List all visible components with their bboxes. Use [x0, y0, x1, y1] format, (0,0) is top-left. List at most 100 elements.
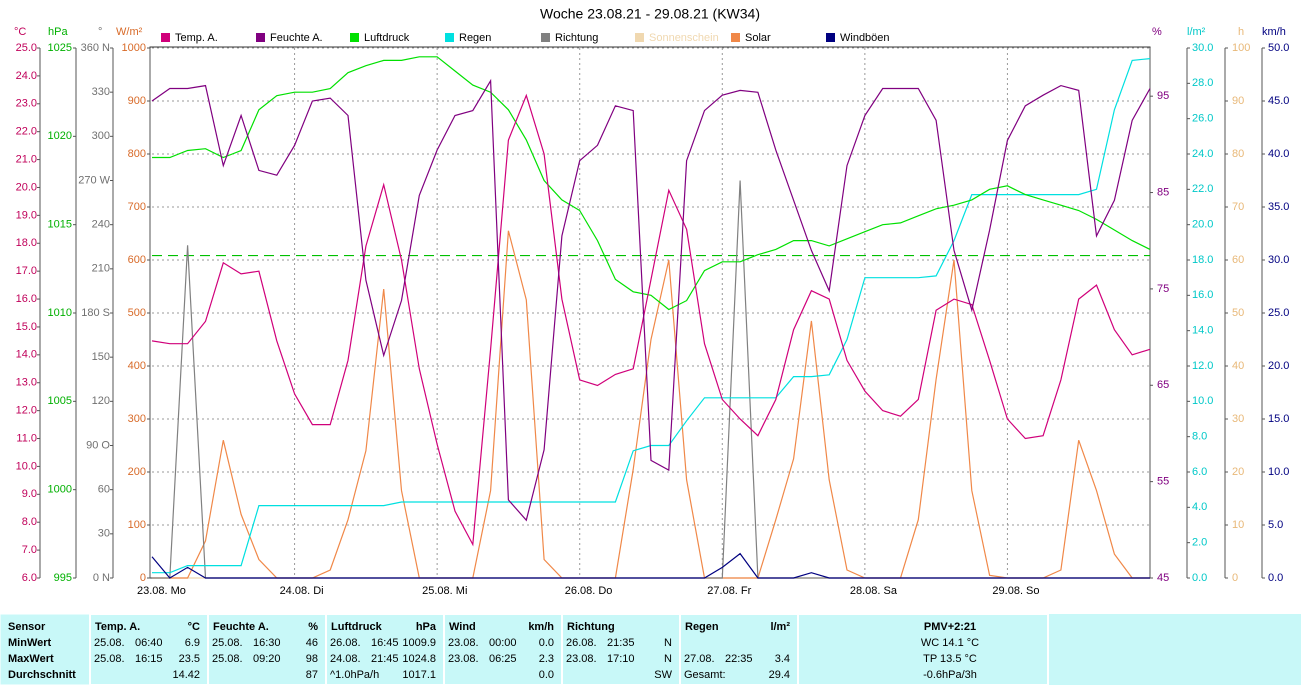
series-line [151, 552, 1150, 579]
y-tick-label: 4.0 [1192, 501, 1207, 513]
section-unit: km/h [528, 621, 554, 633]
y-tick-label: 6.0 [22, 572, 37, 584]
cell-date: 27.08. [684, 653, 715, 665]
x-tick-label: 27.08. Fr [707, 585, 751, 597]
cell-value: N [664, 653, 672, 665]
y-tick-label: 200 [128, 466, 146, 478]
pmv-section [797, 613, 1049, 685]
legend-swatch [445, 33, 454, 42]
y-tick-label: 995 [54, 572, 72, 584]
y-tick-label: 120 [92, 395, 110, 407]
cell-date: 24.08. [330, 653, 361, 665]
y-tick-label: 35.0 [1268, 201, 1289, 213]
cell-time: 09:20 [253, 653, 281, 665]
cell-date: 26.08. [330, 637, 361, 649]
y-tick-label: 45 [1157, 572, 1169, 584]
section-unit: % [308, 621, 318, 633]
y-tick-label: 13.0 [16, 377, 37, 389]
y-tick-label: 85 [1157, 186, 1169, 198]
cell-time: 00:00 [489, 637, 517, 649]
cell-time: 16:30 [253, 637, 281, 649]
y-tick-label: 40 [1232, 360, 1244, 372]
y-tick-label: 26.0 [1192, 113, 1213, 125]
y-tick-label: 17.0 [16, 265, 37, 277]
legend-swatch [826, 33, 835, 42]
cell-date: 25.08. [94, 637, 125, 649]
y-tick-label: 12.0 [16, 405, 37, 417]
y-tick-label: 1010 [48, 307, 72, 319]
y-tick-label: 15.0 [16, 321, 37, 333]
section-title: Richtung [567, 621, 615, 633]
cell-value: 3.4 [775, 653, 790, 665]
axis-unit: W/m² [116, 26, 143, 38]
cell-date: 25.08. [212, 653, 243, 665]
x-tick-label: 25.08. Mi [422, 585, 467, 597]
section-title: Regen [685, 621, 719, 633]
y-tick-label: 75 [1157, 283, 1169, 295]
cell-date: 23.08. [448, 653, 479, 665]
y-tick-label: 300 [128, 413, 146, 425]
legend-label: Solar [745, 32, 771, 44]
legend-swatch [350, 33, 359, 42]
section-unit: °C [188, 621, 200, 633]
y-tick-label: 270 W [78, 174, 110, 186]
axis-unit: km/h [1262, 26, 1286, 38]
chart-title: Woche 23.08.21 - 29.08.21 (KW34) [540, 6, 760, 22]
y-tick-label: 100 [128, 519, 146, 531]
cell-value: 23.5 [179, 653, 200, 665]
y-tick-label: 90 O [86, 439, 110, 451]
cell-value: SW [654, 669, 672, 681]
legend-swatch [161, 33, 170, 42]
y-tick-label: 45.0 [1268, 95, 1289, 107]
y-tick-label: 20.0 [16, 181, 37, 193]
y-tick-label: 30.0 [1268, 254, 1289, 266]
y-tick-label: 1015 [48, 219, 72, 231]
series-line [152, 56, 1151, 311]
cell-time: 06:40 [135, 637, 163, 649]
y-tick-label: 18.0 [1192, 254, 1213, 266]
y-tick-label: 55 [1157, 476, 1169, 488]
cell-value: 1009.9 [402, 637, 436, 649]
cell-time: 17:10 [607, 653, 635, 665]
x-tick-label: 24.08. Di [280, 585, 324, 597]
cell-date: 25.08. [94, 653, 125, 665]
legend-label: Temp. A. [175, 32, 218, 44]
y-tick-label: 60 [1232, 254, 1244, 266]
cell-date: ^1.0hPa/h [330, 669, 379, 681]
y-tick-label: 1000 [122, 42, 146, 54]
cell-date: 23.08. [566, 653, 597, 665]
axis-unit: l/m² [1187, 26, 1206, 38]
y-tick-label: 1000 [48, 484, 72, 496]
axis-unit: hPa [48, 26, 68, 38]
y-tick-label: 2.0 [1192, 537, 1207, 549]
series-line [152, 230, 1150, 579]
y-tick-label: 9.0 [22, 488, 37, 500]
y-tick-label: 20 [1232, 466, 1244, 478]
cell-time: 21:35 [607, 637, 635, 649]
y-tick-label: 210 [92, 263, 110, 275]
y-tick-label: 21.0 [16, 153, 37, 165]
cell-value: 98 [306, 653, 318, 665]
legend-swatch [731, 33, 740, 42]
pmv-line: TP 13.5 °C [923, 653, 977, 665]
row-label: MinWert [8, 637, 52, 649]
y-tick-label: 20.0 [1192, 219, 1213, 231]
plot-frame [149, 46, 1151, 579]
y-tick-label: 30 [1232, 413, 1244, 425]
cell-time: 22:35 [725, 653, 753, 665]
cell-value: 1017.1 [402, 669, 436, 681]
y-tick-label: 12.0 [1192, 360, 1213, 372]
cell-value: 87 [306, 669, 318, 681]
y-tick-label: 1020 [48, 130, 72, 142]
y-tick-label: 15.0 [1268, 413, 1289, 425]
table-background [0, 614, 1301, 685]
cell-time: 21:45 [371, 653, 399, 665]
y-tick-label: 30 [98, 528, 110, 540]
y-tick-label: 10 [1232, 519, 1244, 531]
cell-date: 26.08. [566, 637, 597, 649]
y-tick-label: 25.0 [16, 42, 37, 54]
y-tick-label: 1025 [48, 42, 72, 54]
cell-time: 16:45 [371, 637, 399, 649]
y-tick-label: 28.0 [1192, 77, 1213, 89]
y-tick-label: 400 [128, 360, 146, 372]
